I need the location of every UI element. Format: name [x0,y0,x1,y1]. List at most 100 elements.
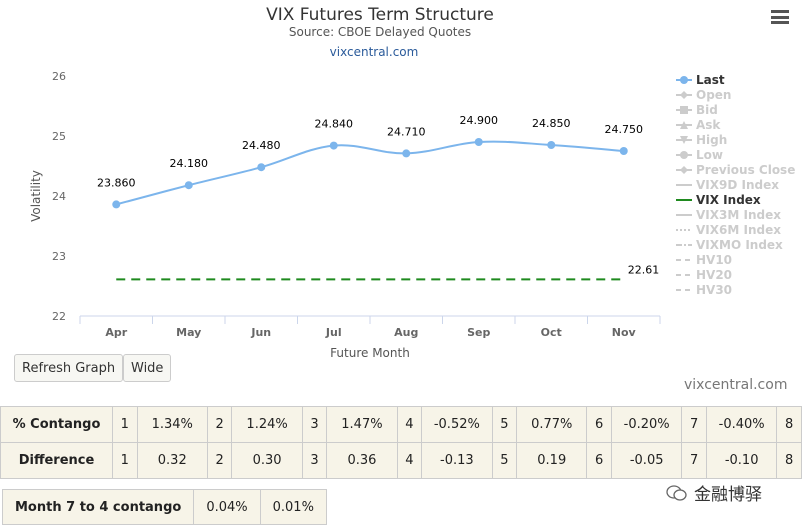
legend-marker [680,166,688,174]
contango-value: -0.13 [421,442,493,479]
legend-item[interactable]: HV10 [676,253,732,267]
y-tick-label: 23 [52,250,66,263]
legend-item[interactable]: VIX3M Index [676,208,781,222]
refresh-graph-button[interactable]: Refresh Graph [14,354,124,382]
last-point [329,141,338,150]
brand-badge: 金融博驿 [666,480,762,505]
x-tick-label: Apr [105,326,127,339]
last-point [474,138,483,146]
wide-button[interactable]: Wide [123,354,172,382]
legend-item[interactable]: VIX6M Index [676,223,781,237]
last-point [547,141,556,149]
contango-month-index: 6 [586,442,612,479]
contango-table-wrap: % Contango 1 1.34% 2 1.24% 3 1.47% 4 -0.52% 5 0.77… [0,406,802,479]
x-tick-label: Sep [467,326,490,339]
contango-value: 0.19 [516,442,588,479]
contango-month-index: 2 [206,442,233,479]
month7to4-row: Month 7 to 4 contango 0.04% 0.01% [1,489,327,525]
legend-item[interactable]: Low [676,148,723,162]
last-point [184,181,193,190]
contango-value: 1.34% [136,406,208,443]
legend-label: Bid [696,103,718,117]
contango-month-index: 2 [206,406,233,443]
source-link[interactable]: vixcentral.com [330,45,419,59]
legend-marker [680,106,688,114]
contango-value: -0.10 [705,442,778,479]
x-tick-label: May [176,326,201,339]
legend-item[interactable]: High [676,133,727,147]
contango-value: 0.30 [231,442,303,479]
last-series-line [115,140,624,206]
legend-marker [680,76,688,84]
chart-axes: 22 23 24 25 26 Apr May Jun Jul Aug Sep Oct Nov [52,70,661,339]
month7to4-label: Month 7 to 4 contango [1,489,195,525]
contango-month-index: 3 [301,406,328,443]
y-tick-label: 24 [52,190,66,203]
legend-item[interactable]: Open [676,88,731,102]
last-data-label: 24.840 [315,118,354,131]
legend-label: Last [696,73,725,87]
brand-text: 金融博驿 [694,485,762,505]
legend-label: VIX Index [696,193,761,207]
legend-item[interactable]: Previous Close [676,163,795,177]
legend-label: VIX9D Index [696,178,779,192]
chart-marks: 22.61 23.860 24.180 24.480 24.840 24.710 24.90… [97,114,660,281]
contango-value: 0.36 [326,442,398,479]
contango-value: -0.20% [610,406,683,443]
legend-item[interactable]: HV30 [676,283,732,297]
last-data-label: 24.900 [460,114,499,127]
legend-label: High [696,133,727,147]
legend-item[interactable]: VIX Index [676,193,761,207]
contango-row-label: Difference [0,442,114,479]
contango-month-index: 4 [396,406,423,443]
last-point [257,163,266,172]
y-tick-label: 26 [52,70,66,83]
legend-item[interactable]: Bid [676,103,718,117]
vix-index-label: 22.61 [628,263,660,276]
legend-item[interactable]: Ask [676,118,721,132]
legend-marker [680,91,688,99]
x-tick-label: Nov [612,326,637,339]
watermark-text: vixcentral.com [684,377,788,393]
x-axis-title: Future Month [330,346,410,360]
x-tick-label: Jun [250,326,271,339]
legend-label: HV10 [696,253,732,267]
contango-month-index: 6 [586,406,612,443]
contango-month-index: 8 [776,406,802,443]
contango-row-label: % Contango [0,406,114,443]
legend-label: VIX3M Index [696,208,781,222]
legend-item[interactable]: VIX9D Index [676,178,779,192]
contango-month-index: 7 [681,442,707,479]
last-data-label: 24.750 [605,123,644,136]
y-tick-label: 22 [52,310,66,323]
legend-item[interactable]: VIXMO Index [676,238,783,252]
legend-marker [680,121,688,129]
legend-label: Low [696,148,723,162]
last-data-label: 24.710 [387,125,426,138]
last-point [112,200,121,209]
contango-month-index: 3 [301,442,328,479]
legend-item[interactable]: Last [676,73,725,87]
chart-svg: VIX Futures Term Structure Source: CBOE … [29,5,795,360]
chart-title: VIX Futures Term Structure [266,5,494,25]
last-data-label: 23.860 [97,176,136,189]
contango-value: -0.40% [705,406,778,443]
contango-month-index: 1 [112,406,138,443]
legend-label: HV30 [696,283,732,297]
last-data-label: 24.850 [532,117,571,130]
month7to4-value-1: 0.04% [193,489,261,525]
contango-value: 1.47% [326,406,398,443]
x-tick-label: Jul [325,326,342,339]
menu-icon[interactable] [771,10,789,24]
contango-month-index: 8 [776,442,802,479]
last-data-label: 24.180 [170,157,209,170]
contango-value: -0.05 [610,442,683,479]
legend-label: VIXMO Index [696,238,783,252]
legend-label: Open [696,88,731,102]
last-data-label: 24.480 [242,139,281,152]
legend-item[interactable]: HV20 [676,268,732,282]
month7to4-value-2: 0.01% [259,489,327,525]
contango-row: Difference 1 0.32 2 0.30 3 0.36 4 -0.13 5 0.19 6 -0.… [0,442,802,479]
chart-subtitle: Source: CBOE Delayed Quotes [289,25,471,39]
